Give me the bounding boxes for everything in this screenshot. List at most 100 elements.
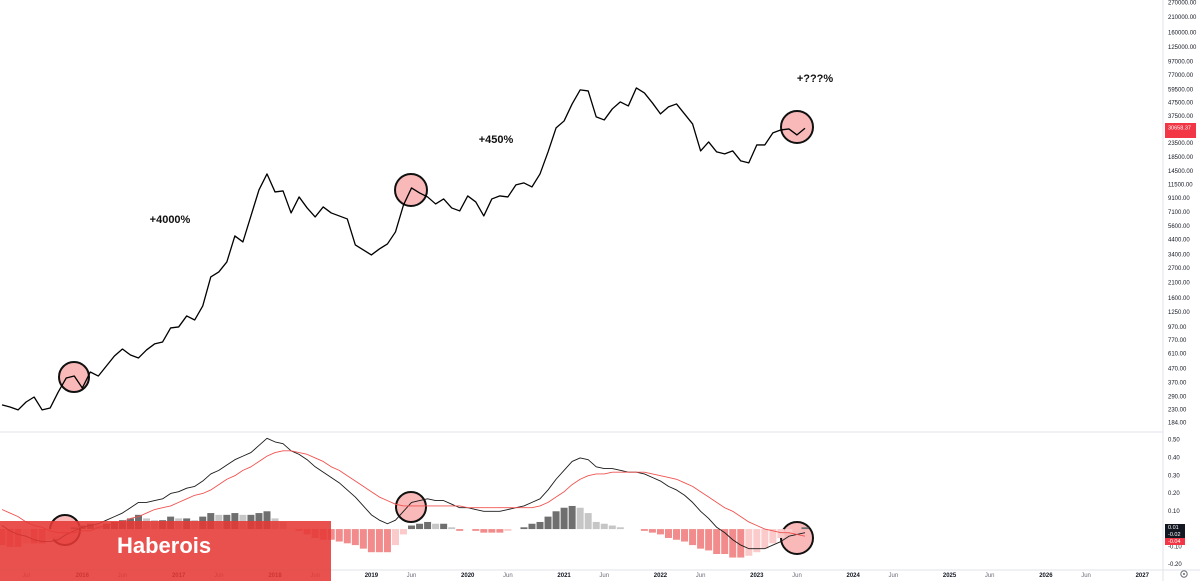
histogram-bar — [600, 523, 608, 530]
indicator-line — [1, 437, 806, 550]
y2-tick-label: -0.10 — [1168, 544, 1182, 550]
price-tag: 30658.37 — [1165, 123, 1196, 138]
histogram-bar — [375, 529, 383, 553]
macd-tag-box — [1165, 524, 1185, 531]
annotation: +450% — [479, 134, 514, 146]
y-tick-label: 1250.00 — [1168, 310, 1190, 316]
histogram-bar — [648, 529, 656, 533]
histogram-bar — [359, 529, 367, 549]
x-tick-label: Jun — [696, 573, 706, 579]
histogram-bar — [769, 529, 777, 544]
y-tick-label: 370.00 — [1168, 380, 1187, 386]
histogram-bar — [408, 525, 416, 530]
y2-tick-label: 0.30 — [1168, 473, 1180, 479]
x-tick-label: Jun — [1081, 573, 1091, 579]
histogram-bar — [448, 527, 456, 530]
x-tick-label: 2021 — [557, 573, 571, 579]
histogram-bar — [480, 529, 488, 533]
histogram-bar — [721, 529, 729, 554]
macd-tags: 0.01 -0.02 -0.04 — [1165, 524, 1185, 545]
x-tick-label: Jun — [888, 573, 898, 579]
histogram-bar — [351, 529, 359, 546]
histogram-bar — [424, 521, 432, 530]
histogram-bar — [552, 511, 560, 530]
histogram-bar — [568, 505, 576, 530]
x-tick-label: Jun — [503, 573, 513, 579]
histogram-bar — [335, 529, 343, 542]
histogram-bar — [456, 529, 464, 531]
histogram-bar — [689, 529, 697, 546]
histogram-bar — [504, 529, 512, 531]
histogram-bar — [488, 529, 496, 533]
y-tick-label: 290.00 — [1168, 394, 1187, 400]
y-tick-label: 470.00 — [1168, 367, 1187, 373]
y-tick-label: 970.00 — [1168, 325, 1187, 331]
x-tick-label: 2024 — [847, 573, 861, 579]
y2-tick-label: -0.20 — [1168, 562, 1182, 568]
annotation: +4000% — [150, 214, 191, 226]
histogram-bar — [327, 529, 335, 540]
y-tick-label: 37500.00 — [1168, 114, 1194, 120]
y-tick-label: 7100.00 — [1168, 210, 1190, 216]
x-tick-label: 2026 — [1039, 573, 1053, 579]
y2-tick-label: 0.40 — [1168, 455, 1180, 461]
y-tick-label: 210000.00 — [1168, 15, 1197, 21]
highlight-circle — [58, 361, 90, 393]
x-tick-label: 2019 — [365, 573, 379, 579]
x-tick-label: 2020 — [461, 573, 475, 579]
y-tick-label: 125000.00 — [1168, 45, 1197, 51]
settings-gear-center[interactable] — [1183, 573, 1185, 575]
y-tick-label: 14500.00 — [1168, 169, 1194, 175]
histogram-bar — [697, 529, 705, 549]
y-tick-label: 270000.00 — [1168, 0, 1197, 6]
histogram-bar — [745, 529, 753, 556]
histogram-bar — [440, 523, 448, 530]
y-tick-label: 2100.00 — [1168, 280, 1190, 286]
price-line — [1, 87, 806, 411]
x-tick-label: Jun — [985, 573, 995, 579]
histogram-bar — [785, 529, 793, 533]
histogram-bar — [391, 529, 399, 546]
y-tick-label: 9100.00 — [1168, 196, 1190, 202]
histogram-bar — [544, 516, 552, 530]
x-tick-label: 2023 — [750, 573, 764, 579]
x-tick-label: 2022 — [654, 573, 668, 579]
histogram-bar — [592, 521, 600, 530]
indicator-line — [1, 450, 806, 537]
histogram-bar — [367, 529, 375, 553]
highlight-circle — [395, 491, 427, 523]
histogram-bar — [536, 521, 544, 530]
signal-tag-label: -0.04 — [1168, 539, 1181, 545]
y-tick-label: 47500.00 — [1168, 101, 1194, 107]
y-tick-label: 610.00 — [1168, 352, 1187, 358]
y-tick-label: 59500.00 — [1168, 88, 1194, 94]
histogram-bar — [705, 529, 713, 551]
annotations: +4000% +450% +???% — [150, 73, 834, 226]
histogram-bar — [777, 529, 785, 538]
y-tick-label: 770.00 — [1168, 338, 1187, 344]
histogram-bar — [263, 511, 271, 530]
histogram-bar — [713, 529, 721, 554]
histogram-bar — [801, 527, 809, 530]
histogram-bar — [528, 523, 536, 530]
settings-icon[interactable] — [1180, 570, 1188, 578]
y-tick-label: 5600.00 — [1168, 224, 1190, 230]
y-tick-label: 2700.00 — [1168, 266, 1190, 272]
histogram-bar — [640, 529, 648, 531]
settings-gear[interactable] — [1180, 570, 1188, 578]
y-tick-label: 77000.00 — [1168, 73, 1194, 79]
histogram-bar — [673, 529, 681, 540]
histogram-bar — [737, 529, 745, 558]
macd-tag-box — [1165, 531, 1185, 538]
y-tick-label: 160000.00 — [1168, 31, 1197, 37]
macd-tag-label: -0.02 — [1168, 532, 1181, 538]
histogram-bar — [664, 529, 672, 538]
histogram-tag-label: 0.01 — [1168, 525, 1179, 531]
y2-tick-label: 0.10 — [1168, 509, 1180, 515]
histogram-bar — [761, 529, 769, 549]
histogram-bar — [576, 507, 584, 530]
histogram-bar — [432, 523, 440, 530]
